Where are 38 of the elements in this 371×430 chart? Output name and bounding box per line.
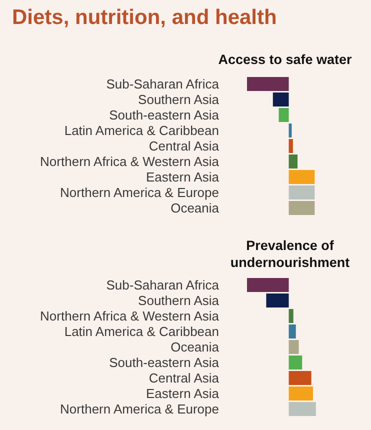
y-tick-label: Northern Africa & Western Asia (40, 154, 220, 169)
bar (288, 170, 315, 184)
y-tick-label: South-eastern Asia (109, 107, 220, 122)
y-tick-label: Southern Asia (138, 292, 220, 308)
y-tick-label: Northern Africa & Western Asia (40, 308, 220, 324)
chart-subtitle: Access to safe water (217, 51, 353, 68)
y-tick-label: Eastern Asia (146, 169, 220, 184)
y-tick-label: Eastern Asia (146, 386, 220, 401)
chart-title: Diets, nutrition, and health (12, 6, 277, 30)
bar (288, 186, 315, 200)
y-tick-label: Latin America & Caribbean (64, 324, 219, 339)
chart-subtitle: Prevalence of undernourishment (229, 237, 351, 271)
bar (272, 92, 289, 106)
bar (288, 356, 302, 370)
bar (288, 139, 293, 153)
bar (288, 154, 298, 168)
y-tick-label: Central Asia (148, 370, 220, 386)
y-tick-label: Sub-Saharan Africa (106, 76, 220, 92)
y-tick-label: Northern America & Europe (60, 184, 219, 200)
bar (247, 278, 289, 292)
y-tick-label: Oceania (170, 200, 220, 216)
bar (266, 294, 289, 308)
bar (288, 402, 316, 416)
bar (288, 386, 313, 400)
y-tick-label: Southern Asia (138, 92, 220, 107)
bar (288, 309, 294, 323)
y-tick-label: Sub-Saharan Africa (106, 277, 220, 292)
bar (247, 77, 289, 91)
y-tick-label: South-eastern Asia (109, 354, 220, 370)
bar (288, 340, 299, 354)
y-tick-label: Northern America & Europe (60, 401, 219, 416)
bar (288, 201, 315, 215)
bar (288, 371, 312, 385)
bar (278, 108, 289, 122)
bar (288, 324, 296, 338)
y-tick-label: Central Asia (148, 138, 220, 154)
y-tick-label: Latin America & Caribbean (64, 122, 219, 138)
y-tick-label: Oceania (170, 339, 220, 354)
